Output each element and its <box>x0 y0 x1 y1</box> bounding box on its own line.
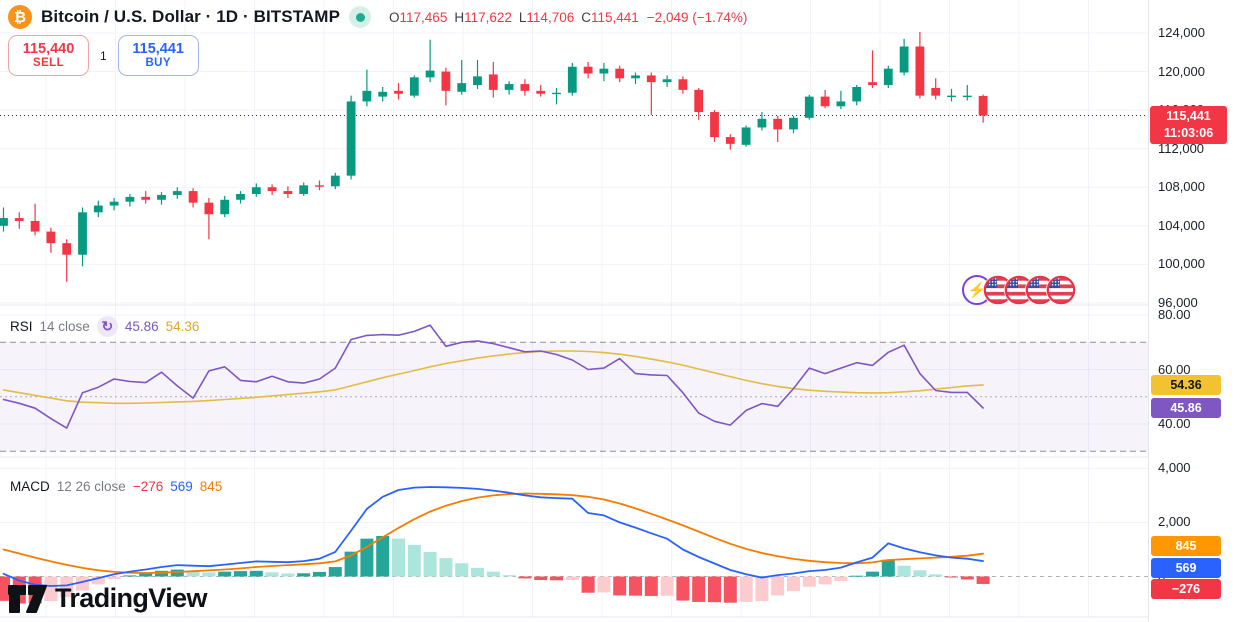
sell-price: 115,440 <box>22 40 75 57</box>
last-price-badge: 115,441 11:03:06 <box>1150 106 1227 144</box>
low-label: L <box>518 9 527 25</box>
price-tick: 108,000 <box>1158 179 1205 195</box>
price-tick: 100,000 <box>1158 256 1205 272</box>
rsi-band <box>0 115 1148 577</box>
open-label: O <box>389 9 400 25</box>
tradingview-glyph-icon <box>8 584 47 613</box>
macd-signal-value: 845 <box>199 479 223 494</box>
price-tick: 112,000 <box>1158 140 1205 156</box>
tradingview-logo[interactable]: TradingView <box>8 583 208 614</box>
macd-tick: 2,000 <box>1158 514 1191 530</box>
sell-label: SELL <box>33 57 64 70</box>
bitcoin-icon: ₿ <box>8 5 32 29</box>
order-panel: 115,440 SELL 1 115,441 BUY <box>8 35 199 76</box>
macd-params: 12 26 close <box>56 479 126 494</box>
rsi-tick: 80.00 <box>1158 307 1191 322</box>
rsi-ma-value: 54.36 <box>165 319 200 334</box>
bitcoin-glyph: ₿ <box>13 8 27 26</box>
spread-value: 1 <box>100 48 107 63</box>
rsi-pane-header: RSI 14 close ↻ 45.86 54.36 <box>10 316 199 337</box>
macd-line <box>2 486 984 587</box>
last-price: 115,441 <box>1166 109 1211 123</box>
price-tick: 120,000 <box>1158 63 1205 79</box>
open-value: 117,465 <box>399 9 448 25</box>
macd-tick: 4,000 <box>1158 460 1191 476</box>
macd-badge: 845 <box>1151 536 1221 556</box>
candlestick-series <box>0 32 988 282</box>
countdown-time: 11:03:06 <box>1163 125 1214 140</box>
macd-badge: −276 <box>1151 579 1221 599</box>
event-markers[interactable]: ⚡ <box>962 275 1076 305</box>
price-tick: 104,000 <box>1158 217 1205 233</box>
rsi-line <box>2 324 984 429</box>
high-label: H <box>454 9 465 25</box>
refresh-icon[interactable]: ↻ <box>96 316 118 337</box>
price-axis[interactable]: 115,441 11:03:06 124,000120,000116,00011… <box>1148 0 1236 622</box>
close-label: C <box>581 9 591 25</box>
close-value: 115,441 <box>590 9 639 25</box>
buy-label: BUY <box>145 57 171 70</box>
symbol-title[interactable]: Bitcoin / U.S. Dollar · 1D · BITSTAMP <box>41 7 341 26</box>
rsi-badge: 54.36 <box>1151 374 1221 395</box>
high-value: 117,622 <box>464 9 512 25</box>
tradingview-wordmark: TradingView <box>55 583 208 613</box>
rsi-ma-line <box>2 350 984 405</box>
rsi-title: RSI <box>10 319 33 334</box>
ohlc-values: O 117,465 H 117,622 L 114,706 C 115,441 −2,0… <box>382 10 747 25</box>
macd-hist-value: −276 <box>132 479 164 494</box>
indicator-lines <box>2 324 984 587</box>
macd-value: 569 <box>170 479 193 494</box>
price-tick: 124,000 <box>1158 25 1205 40</box>
price-change: −2,049 (−1.74%) <box>646 9 748 25</box>
low-value: 114,706 <box>526 9 575 25</box>
chart-header: ₿ Bitcoin / U.S. Dollar · 1D · BITSTAMP … <box>8 5 747 29</box>
buy-price: 115,441 <box>132 40 184 57</box>
sell-button[interactable]: 115,440 SELL <box>8 35 89 76</box>
rsi-params: 14 close <box>39 319 90 334</box>
macd-pane-header: MACD 12 26 close −276 569 845 <box>10 479 222 494</box>
buy-button[interactable]: 115,441 BUY <box>117 35 199 76</box>
macd-title: MACD <box>10 479 50 494</box>
rsi-value: 45.86 <box>124 319 159 334</box>
macd-signal-line <box>2 492 984 574</box>
macd-badge: 569 <box>1151 557 1221 578</box>
us-flag-icon[interactable] <box>1046 275 1076 305</box>
price-tick: 96,000 <box>1158 294 1198 310</box>
rsi-tick: 40.00 <box>1158 416 1191 431</box>
rsi-tick: 60.00 <box>1158 361 1191 377</box>
rsi-badge: 45.86 <box>1151 398 1221 419</box>
market-status-icon[interactable] <box>349 6 372 28</box>
